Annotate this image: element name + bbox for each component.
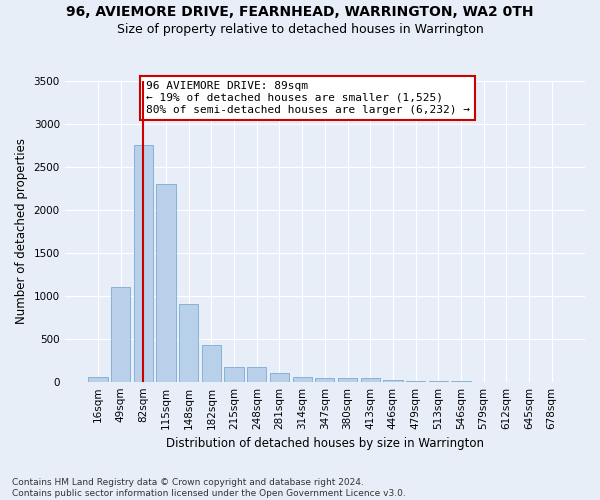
Text: 96, AVIEMORE DRIVE, FEARNHEAD, WARRINGTON, WA2 0TH: 96, AVIEMORE DRIVE, FEARNHEAD, WARRINGTO… [66, 5, 534, 19]
Text: Contains HM Land Registry data © Crown copyright and database right 2024.
Contai: Contains HM Land Registry data © Crown c… [12, 478, 406, 498]
Bar [202, 344, 221, 382]
Bar [383, 380, 403, 382]
Bar [293, 376, 312, 382]
Bar [111, 287, 130, 382]
Bar [315, 378, 334, 382]
Bar [157, 184, 176, 382]
Bar [270, 373, 289, 382]
Bar [224, 366, 244, 382]
Bar [247, 367, 266, 382]
Y-axis label: Number of detached properties: Number of detached properties [15, 138, 28, 324]
X-axis label: Distribution of detached houses by size in Warrington: Distribution of detached houses by size … [166, 437, 484, 450]
Bar [361, 378, 380, 382]
Bar [88, 378, 107, 382]
Bar [338, 378, 357, 382]
Bar [406, 381, 425, 382]
Bar [179, 304, 199, 382]
Text: Size of property relative to detached houses in Warrington: Size of property relative to detached ho… [116, 22, 484, 36]
Text: 96 AVIEMORE DRIVE: 89sqm
← 19% of detached houses are smaller (1,525)
80% of sem: 96 AVIEMORE DRIVE: 89sqm ← 19% of detach… [146, 82, 470, 114]
Bar [134, 145, 153, 382]
